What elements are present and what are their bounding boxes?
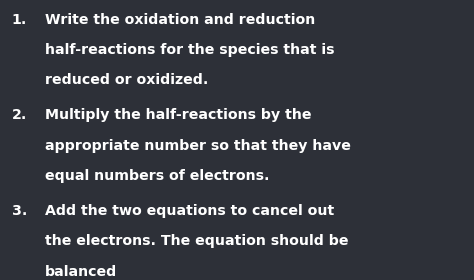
Text: the electrons. The equation should be: the electrons. The equation should be: [45, 234, 348, 248]
Text: half-reactions for the species that is: half-reactions for the species that is: [45, 43, 335, 57]
Text: 1.: 1.: [12, 13, 27, 27]
Text: Add the two equations to cancel out: Add the two equations to cancel out: [45, 204, 334, 218]
Text: balanced: balanced: [45, 265, 117, 279]
Text: reduced or oxidized.: reduced or oxidized.: [45, 73, 209, 87]
Text: Multiply the half-reactions by the: Multiply the half-reactions by the: [45, 108, 311, 122]
Text: Write the oxidation and reduction: Write the oxidation and reduction: [45, 13, 315, 27]
Text: equal numbers of electrons.: equal numbers of electrons.: [45, 169, 270, 183]
Text: appropriate number so that they have: appropriate number so that they have: [45, 139, 351, 153]
Text: 3.: 3.: [12, 204, 27, 218]
Text: 2.: 2.: [12, 108, 27, 122]
